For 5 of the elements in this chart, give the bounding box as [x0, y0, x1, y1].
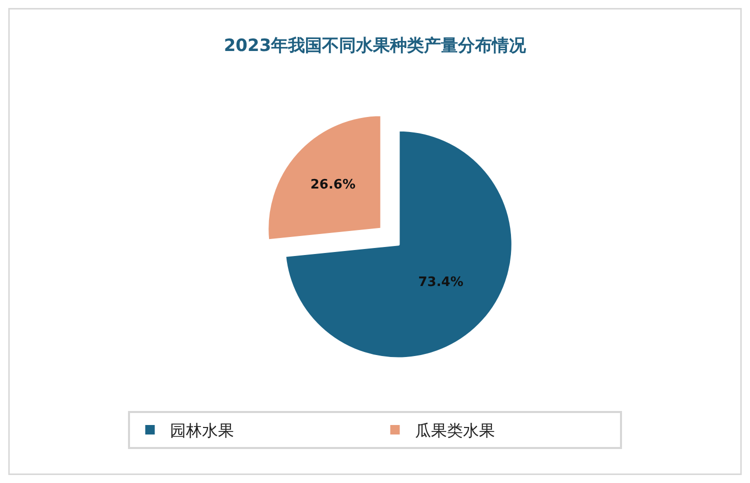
- legend-label: 园林水果: [170, 422, 234, 440]
- data-label: 73.4%: [418, 275, 464, 290]
- chart-title: 2023年我国不同水果种类产量分布情况: [224, 36, 528, 56]
- legend-label: 瓜果类水果: [415, 422, 495, 440]
- data-label: 26.6%: [310, 178, 356, 193]
